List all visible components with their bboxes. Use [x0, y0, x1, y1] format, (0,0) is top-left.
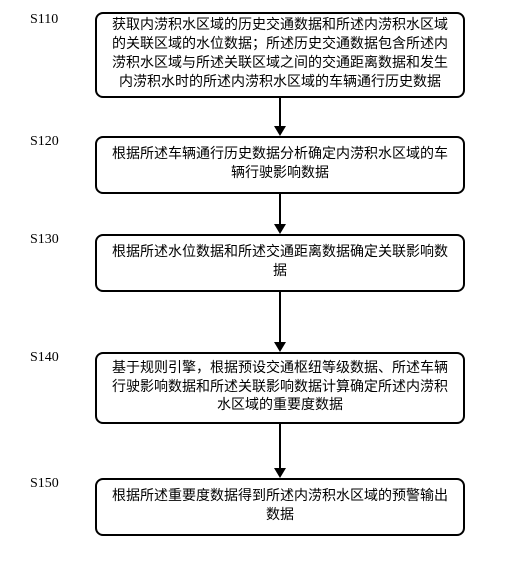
step-box-s130: 根据所述水位数据和所述交通距离数据确定关联影响数据 — [95, 234, 465, 292]
arrowhead-s110-s120 — [274, 126, 286, 136]
step-label-s120: S120 — [30, 134, 59, 150]
step-label-text: S120 — [30, 134, 59, 149]
step-box-text: 根据所述车辆通行历史数据分析确定内涝积水区域的车辆行驶影响数据 — [107, 146, 453, 184]
step-label-s140: S140 — [30, 350, 59, 366]
arrow-s120-s130 — [279, 194, 281, 224]
step-box-text: 根据所述水位数据和所述交通距离数据确定关联影响数据 — [107, 244, 453, 282]
step-label-text: S110 — [30, 12, 58, 27]
arrow-s140-s150 — [279, 424, 281, 468]
step-box-s120: 根据所述车辆通行历史数据分析确定内涝积水区域的车辆行驶影响数据 — [95, 136, 465, 194]
step-box-s110: 获取内涝积水区域的历史交通数据和所述内涝积水区域的关联区域的水位数据；所述历史交… — [95, 12, 465, 98]
step-box-text: 基于规则引擎，根据预设交通枢纽等级数据、所述车辆行驶影响数据和所述关联影响数据计… — [107, 360, 453, 417]
step-box-text: 根据所述重要度数据得到所述内涝积水区域的预警输出数据 — [107, 488, 453, 526]
step-label-s150: S150 — [30, 476, 59, 492]
step-box-s140: 基于规则引擎，根据预设交通枢纽等级数据、所述车辆行驶影响数据和所述关联影响数据计… — [95, 352, 465, 424]
step-box-text: 获取内涝积水区域的历史交通数据和所述内涝积水区域的关联区域的水位数据；所述历史交… — [107, 17, 453, 93]
step-label-text: S130 — [30, 232, 59, 247]
arrow-s110-s120 — [279, 98, 281, 126]
step-label-s110: S110 — [30, 12, 58, 28]
arrowhead-s130-s140 — [274, 342, 286, 352]
step-label-text: S150 — [30, 476, 59, 491]
step-label-text: S140 — [30, 350, 59, 365]
arrowhead-s140-s150 — [274, 468, 286, 478]
flowchart-canvas: S110 获取内涝积水区域的历史交通数据和所述内涝积水区域的关联区域的水位数据；… — [0, 0, 510, 561]
step-label-s130: S130 — [30, 232, 59, 248]
arrowhead-s120-s130 — [274, 224, 286, 234]
arrow-s130-s140 — [279, 292, 281, 342]
step-box-s150: 根据所述重要度数据得到所述内涝积水区域的预警输出数据 — [95, 478, 465, 536]
